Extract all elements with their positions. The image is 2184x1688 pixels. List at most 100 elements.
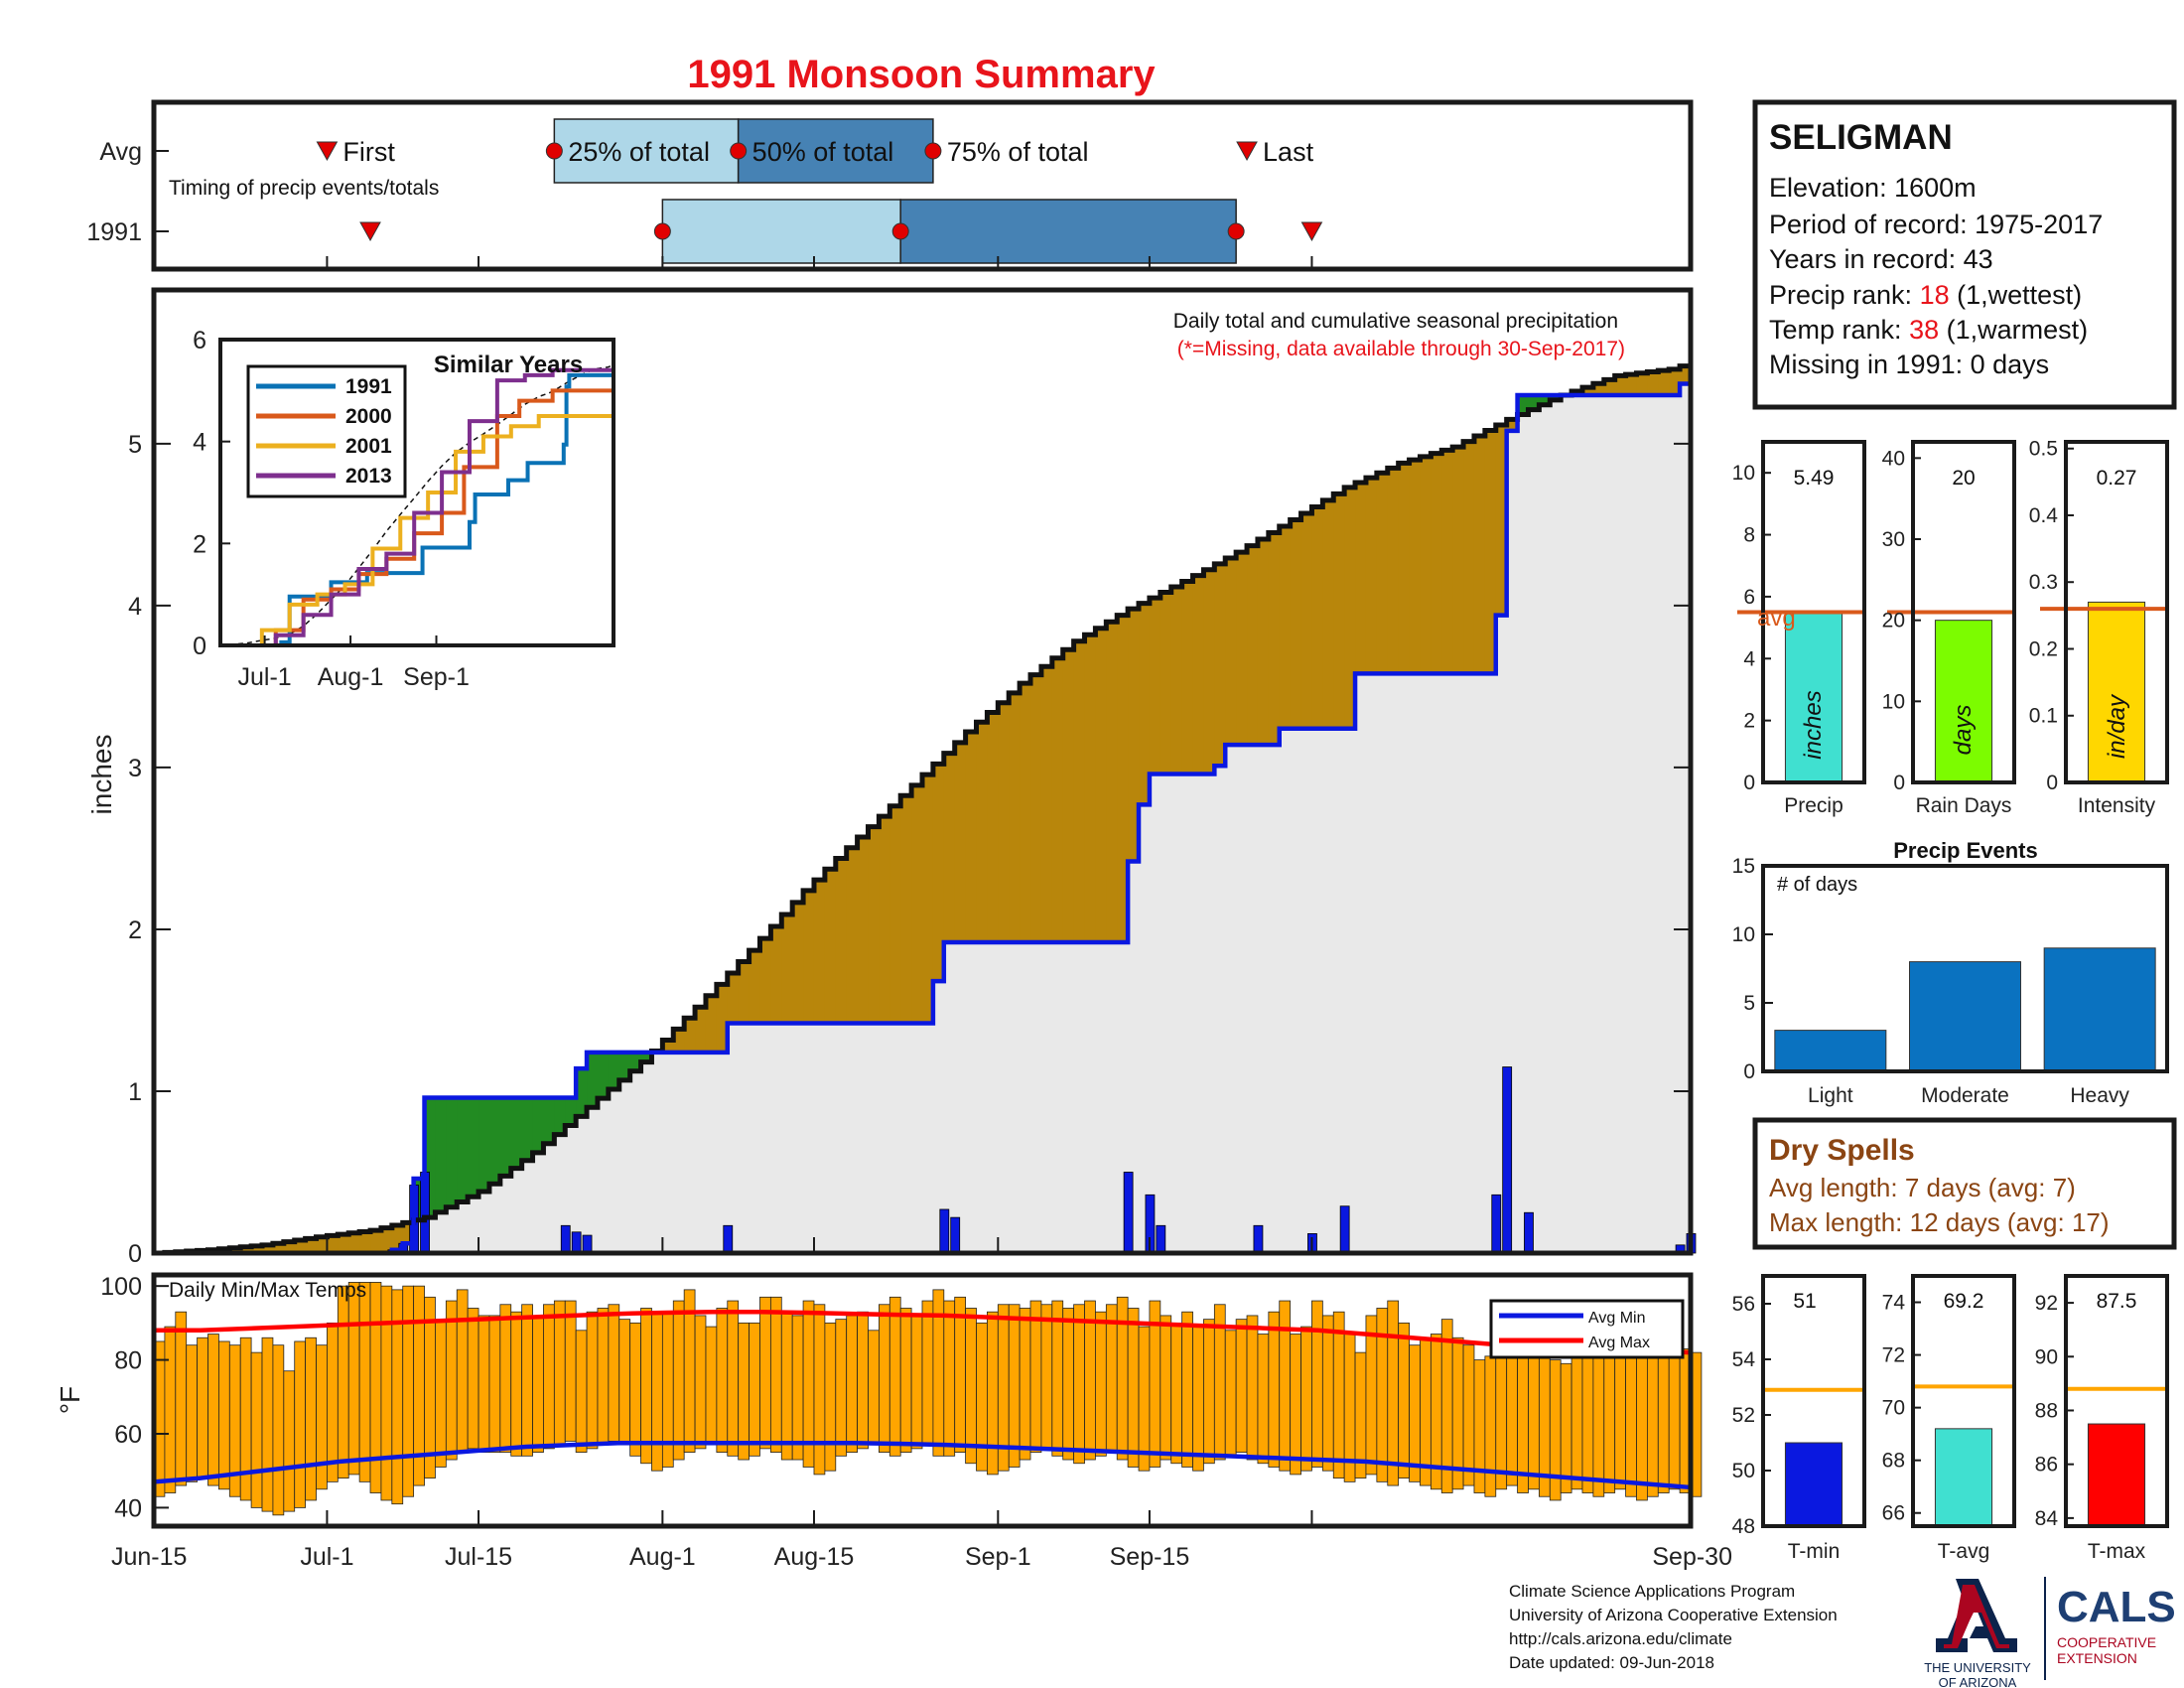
main-chart-frame [151, 287, 1694, 1256]
deficit-fill [1279, 526, 1292, 729]
main-ytick-label-3: 3 [128, 755, 142, 782]
temp-bar [694, 1315, 707, 1450]
temp-bar [954, 1296, 967, 1453]
temp-bar [499, 1304, 512, 1453]
tmin_stat-bar [1784, 1442, 1843, 1527]
intensity-ytick-label-0: 0 [2046, 772, 2058, 794]
precip_total-ytick-label-2: 4 [1743, 647, 1755, 670]
daily-precip-bar-7 [723, 1224, 734, 1254]
precip_total-ytick-label-5: 10 [1732, 462, 1755, 485]
temp-bar [164, 1326, 177, 1493]
tmin_stat-ytick-label-1: 50 [1732, 1460, 1755, 1482]
temp-bar [250, 1351, 263, 1508]
deficit-fill [803, 890, 815, 1024]
temp-bar [1203, 1319, 1215, 1465]
temp-bar [1073, 1304, 1085, 1465]
precip-events-ytick-label-3: 15 [1732, 855, 1755, 878]
date-tick-label-4: Aug-15 [774, 1543, 855, 1571]
temp-bar [759, 1296, 771, 1450]
rain-days-stat-frame [1911, 440, 2016, 784]
tavg_stat-bar [1934, 1428, 1993, 1527]
surplus-fill [521, 1097, 534, 1161]
deficit-fill [1139, 603, 1151, 805]
deficit-fill [348, 1232, 360, 1253]
footer-line-3: http://cals.arizona.edu/climate [1509, 1629, 1732, 1648]
deficit-fill [846, 847, 859, 1024]
temp-chart-ylabel: °F [55, 1386, 85, 1414]
main-chart-ylabel: inches [86, 735, 117, 815]
temp-bar [467, 1308, 479, 1450]
deficit-fill [327, 1235, 339, 1253]
precip_total-ytick-label-0: 0 [1743, 772, 1755, 794]
temp-bar [1181, 1311, 1193, 1468]
temp-ytick-label-0: 40 [114, 1494, 142, 1522]
station-name: SELIGMAN [1769, 118, 1953, 157]
year-cumulative-area [154, 363, 1691, 1254]
temp-bar [175, 1311, 188, 1486]
timing-year-box-q50-q75 [899, 199, 1237, 264]
footer-line-1: Climate Science Applications Program [1509, 1582, 1795, 1601]
daily-precip-bar-3 [420, 1172, 430, 1254]
temp-bar [1257, 1334, 1270, 1465]
precip-stat-frame [1761, 440, 1866, 784]
surplus-fill [468, 1097, 479, 1197]
temp-bar [1657, 1340, 1670, 1493]
precip_total-ytick-label-4: 8 [1743, 524, 1755, 547]
inset-legend-label-2013: 2013 [345, 465, 392, 488]
daily-precip-bar-8 [939, 1208, 950, 1254]
surplus-fill [1539, 394, 1551, 405]
tmax_stat-ytick-label-0: 84 [2035, 1507, 2059, 1530]
tmin-stat-value: 51 [1793, 1290, 1816, 1313]
inset-legend-label-2001: 2001 [345, 435, 392, 458]
precip-events-bar-heavy [2043, 947, 2156, 1072]
temp-bar [1311, 1300, 1323, 1468]
inset-ytick-label-3: 6 [193, 327, 206, 354]
deficit-fill [1409, 460, 1422, 674]
inset-similar-years: 0 2 4 6 Jul-1 Aug-1 Sep-1 Similar Years 1991 20… [193, 327, 615, 691]
timing-year-q25-marker [653, 222, 671, 240]
deficit-fill [684, 1018, 696, 1053]
tmin_stat-ytick-label-0: 48 [1732, 1515, 1755, 1538]
deficit-fill [976, 722, 989, 942]
footer: Climate Science Applications Program Uni… [1509, 1577, 2176, 1688]
daily-precip-bar-5 [571, 1231, 582, 1254]
temp-bar [1105, 1304, 1118, 1453]
ua-a-inner-icon [1944, 1585, 2009, 1648]
main-ytick-label-5: 5 [128, 431, 142, 459]
temp-bar [478, 1315, 490, 1453]
temp-bar [197, 1336, 208, 1479]
station-period: Period of record: 1975-2017 [1769, 210, 2103, 239]
deficit-fill [1647, 371, 1659, 395]
deficit-fill [1020, 683, 1031, 942]
station-elevation: Elevation: 1600m [1769, 173, 1977, 203]
precip-events-ytick-label-2: 10 [1732, 923, 1755, 946]
temp-ytick-label-3: 100 [100, 1273, 142, 1301]
temp-bar [358, 1282, 371, 1482]
deficit-fill [272, 1243, 285, 1253]
deficit-fill [770, 926, 782, 1024]
temp-bar [1321, 1315, 1334, 1472]
station-info: SELIGMAN Elevation: 1600m Period of reco… [1752, 99, 2177, 410]
tavg_stat-ytick-label-4: 74 [1882, 1292, 1906, 1315]
timing-q75-label: 75% of total [947, 137, 1089, 167]
precip-unit-label: inches [1800, 690, 1827, 759]
deficit-fill [1236, 552, 1248, 746]
tmax-stat-value: 87.5 [2097, 1290, 2137, 1313]
inset-series-2001 [220, 414, 614, 647]
deficit-fill [1290, 519, 1302, 729]
deficit-fill [251, 1245, 263, 1253]
timing-first-label: First [342, 137, 395, 167]
temp-bar [1332, 1311, 1345, 1479]
deficit-fill [1603, 379, 1616, 395]
temp-bar [553, 1300, 566, 1446]
timing-year-box-q25-q50 [661, 199, 901, 264]
deficit-fill [932, 764, 945, 982]
deficit-fill [229, 1247, 241, 1253]
deficit-fill [705, 995, 718, 1053]
temp-bar [532, 1315, 544, 1453]
timing-row-year: 1991 [86, 218, 142, 246]
deficit-fill [1636, 372, 1648, 395]
deficit-fill [868, 826, 880, 1024]
inset-xtick-label-1: Aug-1 [318, 663, 384, 691]
